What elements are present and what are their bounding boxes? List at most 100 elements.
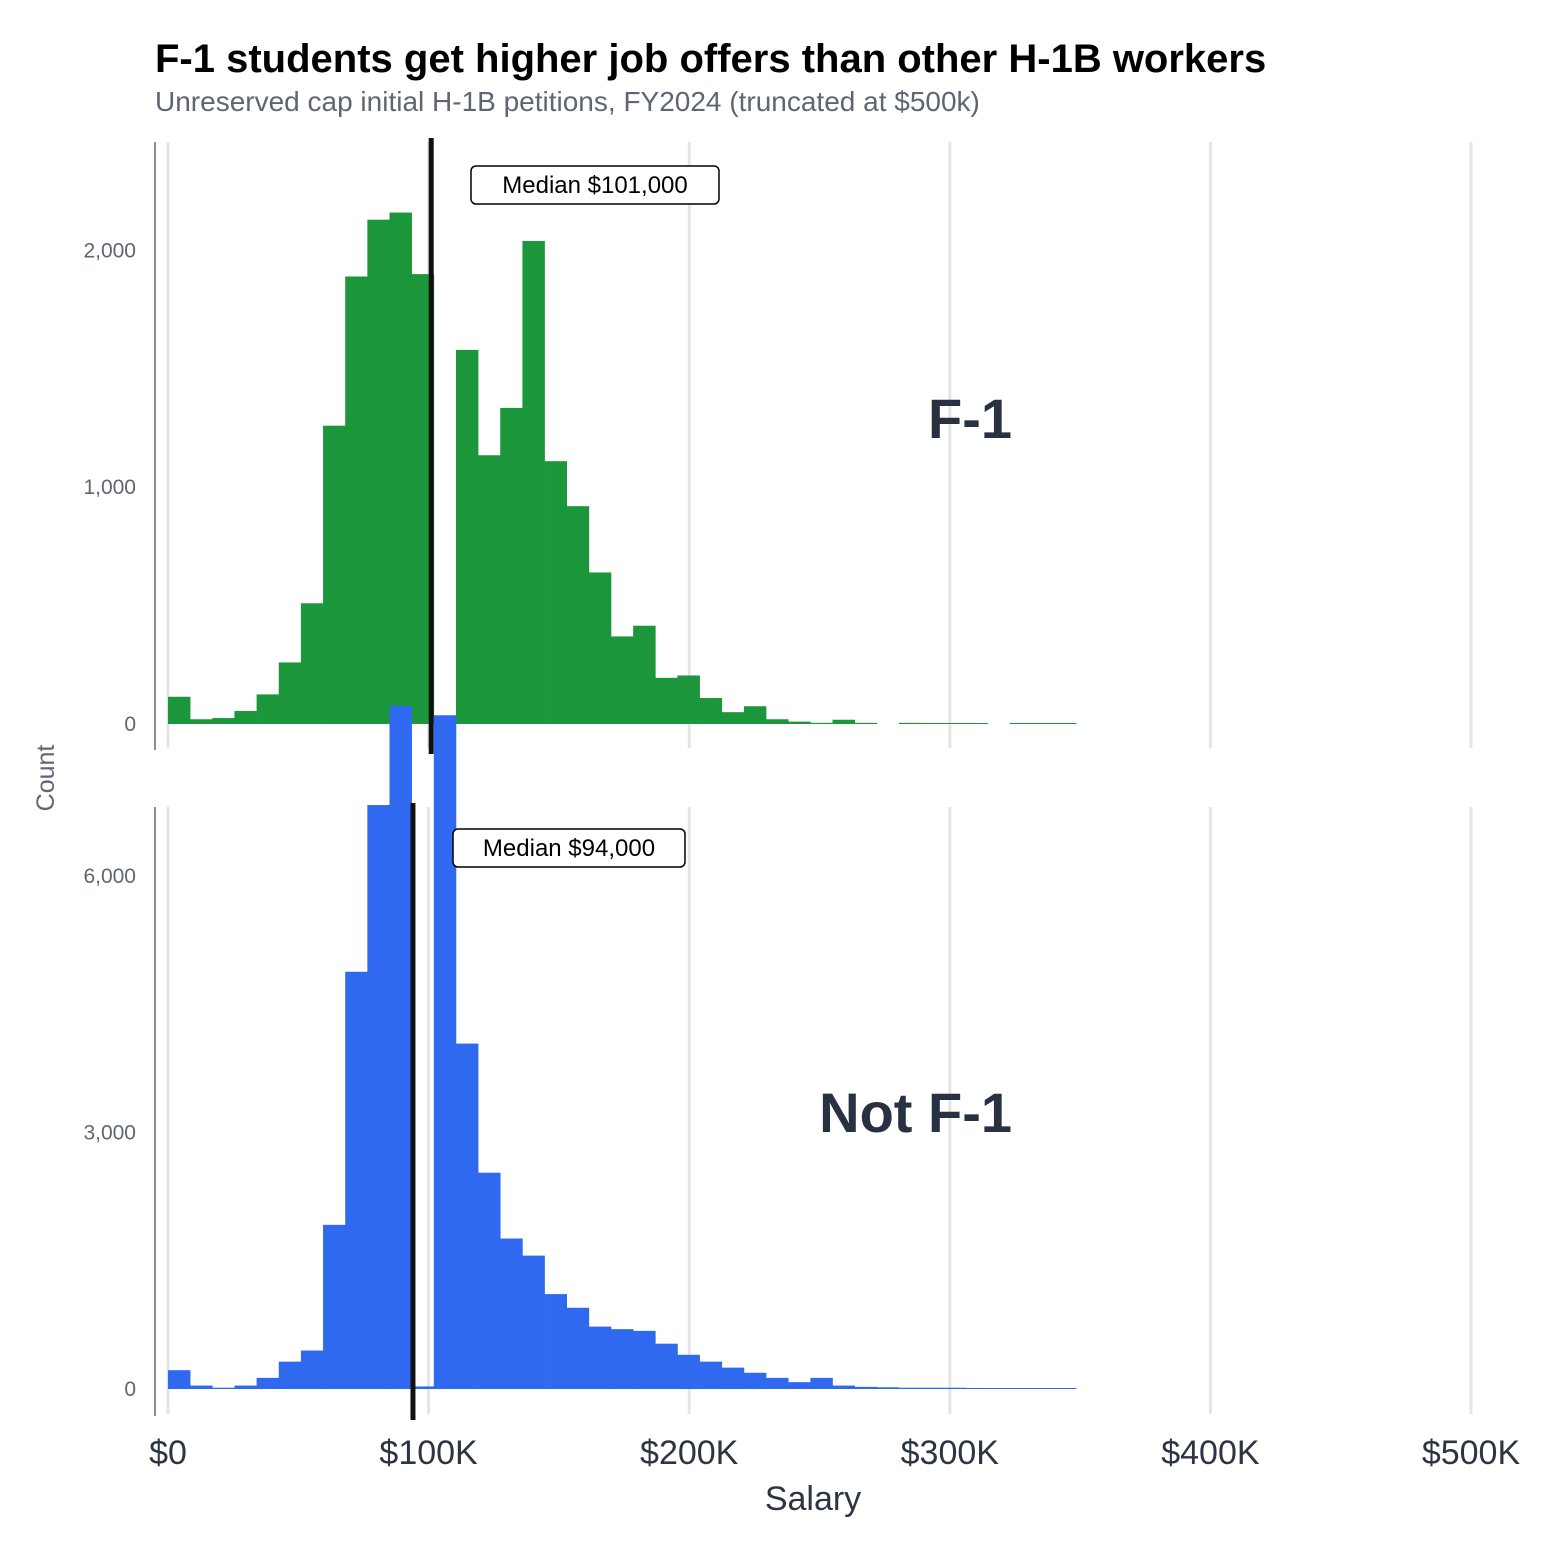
panel-f1-bar	[522, 240, 545, 725]
panel-not-f1-bar	[1009, 1388, 1033, 1389]
panel-not-f1-bar	[743, 1372, 767, 1389]
panel-f1-bar	[766, 719, 789, 724]
panel-f1-bar	[389, 212, 412, 724]
panel-not-f1-bar	[788, 1382, 811, 1389]
panel-f1-bar	[677, 675, 700, 724]
x-axis: $0 $100K $200K $300K $400K $500K	[149, 1434, 1520, 1472]
panel-not-f1-bar	[766, 1377, 789, 1389]
panel-not-f1-bar	[367, 805, 390, 1389]
panel-not-f1-y-axis: 0 3,000 6,000	[83, 807, 156, 1416]
x-axis-label: Salary	[765, 1480, 861, 1518]
panel-not-f1-bar	[921, 1387, 944, 1389]
panel-not-f1-bar	[876, 1387, 900, 1389]
panel-not-f1-median-label: Median $94,000	[483, 835, 655, 862]
panel-f1-bar	[234, 710, 257, 724]
panel-f1-bar	[921, 723, 944, 724]
panel-not-f1-bar	[832, 1385, 855, 1389]
panel-not-f1-bar	[721, 1367, 745, 1390]
chart-subtitle: Unreserved cap initial H-1B petitions, F…	[155, 86, 980, 117]
panel-not-f1-bar	[943, 1387, 966, 1389]
panel-f1-bar	[323, 425, 346, 724]
panel-not-f1-bar	[345, 971, 368, 1389]
panel-not-f1-bar	[965, 1387, 988, 1389]
panel-not-f1-bar	[389, 705, 412, 1389]
panel-f1-bar	[300, 603, 324, 724]
panel-not-f1-bar	[854, 1386, 878, 1389]
x-tick-label: $500K	[1422, 1434, 1521, 1472]
panel-f1-label: F-1	[928, 387, 1012, 450]
panel-f1-bar	[345, 276, 368, 724]
panel-not-f1: 0 3,000 6,000 Not F-1 Median $94,000	[83, 705, 1473, 1420]
panel-not-f1-bar	[655, 1343, 678, 1389]
panel-f1-median-label: Median $101,000	[502, 172, 687, 199]
y-axis-label: Count	[32, 745, 60, 812]
panel-not-f1-bar	[234, 1385, 257, 1389]
panel-not-f1-bars	[168, 705, 1077, 1390]
panel-f1-bar	[965, 723, 988, 724]
panel-not-f1-bar	[810, 1377, 833, 1389]
x-tick-label: $200K	[640, 1434, 739, 1472]
panel-f1-bar	[1031, 723, 1055, 724]
panel-not-f1-bar	[433, 715, 457, 1389]
panel-f1-bar	[566, 506, 590, 724]
panel-not-f1-bar	[677, 1354, 700, 1389]
panel-not-f1-bar	[898, 1387, 922, 1389]
panel-not-f1-bar	[478, 1172, 501, 1389]
panel-f1-bar	[256, 694, 280, 724]
panel-f1-bar	[633, 625, 656, 724]
panel-not-f1-bar	[1054, 1388, 1077, 1389]
panel-not-f1-bar	[566, 1307, 590, 1389]
panel-f1-bar	[721, 712, 745, 724]
panel-not-f1-bar	[212, 1387, 235, 1389]
panel-f1-bars	[168, 212, 1077, 725]
panel-f1-bar	[810, 722, 833, 724]
x-tick-label: $300K	[901, 1434, 1000, 1472]
panel-not-f1-bar	[987, 1388, 1011, 1389]
panel-not-f1-bar	[500, 1238, 523, 1389]
panel-f1-y-tick-label: 2,000	[83, 239, 136, 262]
panel-f1-bar	[1009, 723, 1033, 724]
panel-f1-bar	[854, 722, 878, 724]
panel-f1-bar	[544, 461, 568, 724]
panel-not-f1-bar	[633, 1330, 656, 1389]
panel-not-f1-median: Median $94,000	[410, 803, 686, 1420]
panel-not-f1-y-tick-label: 6,000	[83, 865, 136, 888]
panel-f1-grid	[166, 142, 1473, 748]
panel-f1-bar	[478, 455, 501, 724]
panel-not-f1-bar	[1031, 1388, 1055, 1389]
panel-not-f1-bar	[699, 1361, 723, 1389]
panel-not-f1-bar	[168, 1370, 191, 1389]
panel-not-f1-bar	[256, 1377, 280, 1389]
panel-not-f1-bar	[300, 1350, 324, 1389]
panel-not-f1-y-tick-label: 0	[124, 1378, 136, 1401]
panel-f1-bar	[655, 677, 678, 724]
panel-not-f1-bar	[455, 1043, 479, 1389]
panel-not-f1-grid	[166, 807, 1473, 1414]
panel-not-f1-bar	[411, 1386, 435, 1389]
panel-f1-bar	[588, 572, 612, 724]
panel-f1-bar	[411, 274, 435, 724]
panel-not-f1-bar	[544, 1294, 568, 1389]
panel-f1-y-tick-label: 0	[124, 713, 136, 736]
panel-not-f1-bar	[588, 1326, 612, 1389]
panel-f1-bar	[832, 719, 855, 724]
x-tick-label: $400K	[1161, 1434, 1260, 1472]
panel-f1-bar	[1054, 723, 1077, 724]
panel-f1-bar	[367, 219, 390, 724]
panel-f1-bar	[455, 349, 479, 724]
panel-not-f1-label: Not F-1	[819, 1081, 1012, 1144]
panel-not-f1-bar	[190, 1385, 213, 1389]
panel-f1-bar	[190, 719, 213, 724]
chart-title: F-1 students get higher job offers than …	[155, 37, 1266, 81]
panel-not-f1-y-tick-label: 3,000	[83, 1122, 136, 1145]
panel-not-f1-bar	[522, 1255, 545, 1389]
panel-f1-bar	[743, 706, 767, 724]
panel-f1-bar	[500, 407, 523, 724]
panel-f1-median-box	[470, 165, 720, 205]
panel-f1-bar	[611, 636, 634, 724]
panel-f1-bar	[168, 696, 191, 724]
panel-f1-y-tick-label: 1,000	[83, 476, 136, 499]
panel-f1-bar	[943, 723, 966, 724]
x-tick-label: $100K	[379, 1434, 478, 1472]
